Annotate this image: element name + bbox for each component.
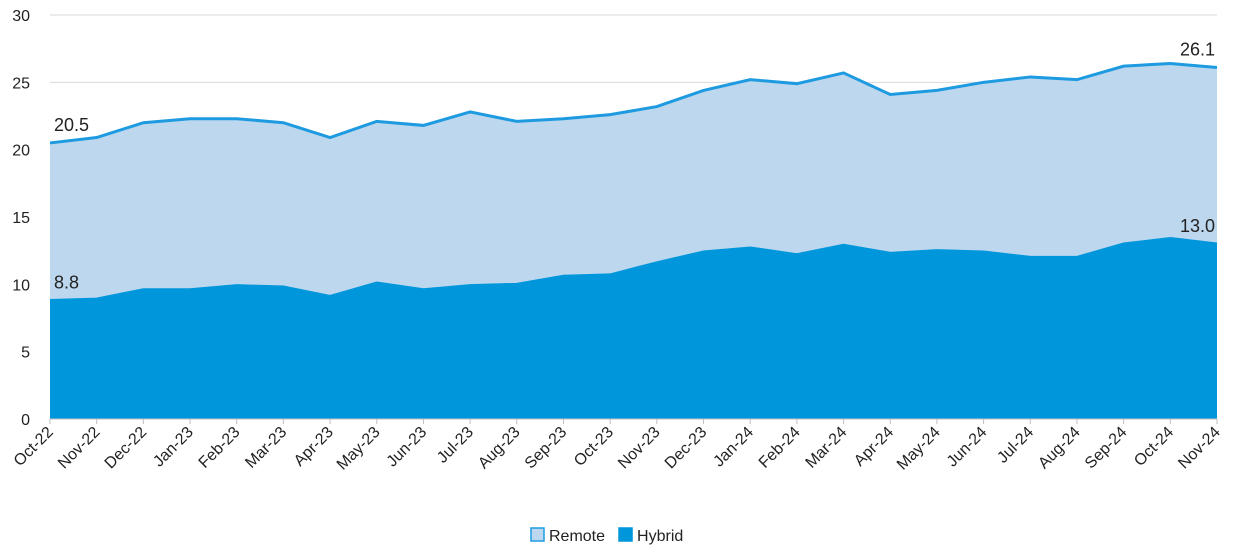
y-tick-label: 0 xyxy=(21,412,30,429)
x-tick-label: Aug-24 xyxy=(1035,424,1084,473)
x-tick-label: Jul-24 xyxy=(994,424,1037,467)
data-label: 13.0 xyxy=(1180,216,1215,236)
line xyxy=(49,237,1218,302)
x-tick-label: Dec-22 xyxy=(102,424,151,473)
x-tick-label: Sep-23 xyxy=(522,424,571,473)
line xyxy=(49,61,1218,145)
x-tick-label: May-24 xyxy=(894,424,944,474)
x-tick-label: Nov-22 xyxy=(55,424,104,473)
data-label: 8.8 xyxy=(54,272,79,292)
x-tick-label: Jan-24 xyxy=(710,424,757,471)
x-tick-label: Nov-24 xyxy=(1175,424,1224,473)
y-tick-label: 15 xyxy=(12,210,30,227)
x-tick-label: Mar-24 xyxy=(803,424,851,472)
y-tick-label: 30 xyxy=(12,8,30,25)
x-tick-label: Jun-24 xyxy=(944,424,991,471)
area xyxy=(50,238,1217,419)
data-label: 26.1 xyxy=(1180,40,1215,60)
x-tick-label: Aug-23 xyxy=(475,424,524,473)
x-tick-label: Apr-23 xyxy=(291,424,337,470)
legend-swatch xyxy=(530,527,545,542)
y-tick-label: 5 xyxy=(21,345,30,362)
x-tick-label: Feb-24 xyxy=(756,424,804,472)
x-tick-label: Oct-22 xyxy=(11,424,57,470)
legend-label: Hybrid xyxy=(637,528,683,545)
x-tick-label: Feb-23 xyxy=(196,424,244,472)
x-tick-label: Jun-23 xyxy=(384,424,431,471)
legend-label: Remote xyxy=(549,528,605,545)
x-tick-label: Sep-24 xyxy=(1082,424,1131,473)
y-tick-label: 25 xyxy=(12,75,30,92)
data-label: 20.5 xyxy=(54,115,89,135)
x-tick-label: Mar-23 xyxy=(242,424,290,472)
x-tick-label: Jan-23 xyxy=(150,424,197,471)
legend-swatch xyxy=(618,527,633,542)
y-tick-label: 20 xyxy=(12,143,30,160)
x-tick-label: Nov-23 xyxy=(615,424,664,473)
x-tick-label: Dec-23 xyxy=(662,424,711,473)
x-tick-label: Apr-24 xyxy=(851,424,897,470)
y-tick-label: 10 xyxy=(12,277,30,294)
x-tick-label: Jul-23 xyxy=(434,424,477,467)
x-tick-label: Oct-23 xyxy=(571,424,617,470)
x-tick-label: Oct-24 xyxy=(1131,424,1177,470)
x-tick-label: May-23 xyxy=(334,424,384,474)
